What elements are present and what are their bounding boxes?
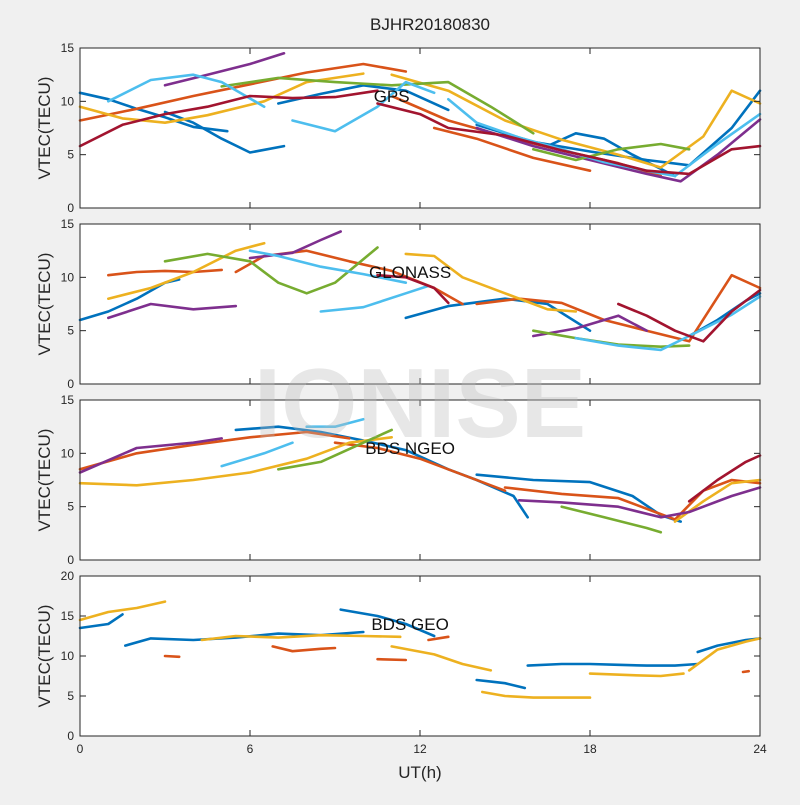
series-line (446, 97, 762, 178)
y-tick-label: 5 (67, 689, 74, 703)
series-line (291, 80, 436, 133)
series-line (248, 249, 408, 285)
y-tick-label: 10 (61, 446, 75, 460)
series-line (687, 637, 762, 672)
panel-gps: 0 5 10 15 VTEC(TECU) GPS (35, 41, 762, 215)
y-tick-label: 0 (67, 201, 74, 215)
series-line (588, 672, 685, 678)
series-line (107, 73, 266, 108)
y-tick-label: 15 (61, 41, 75, 55)
x-tick-label: 12 (413, 742, 427, 756)
series-line (390, 73, 762, 169)
series-line (475, 273, 762, 343)
y-axis-label: VTEC(TECU) (35, 253, 54, 356)
series-line (78, 613, 124, 630)
y-axis-label: VTEC(TECU) (35, 429, 54, 532)
series-line (574, 295, 762, 352)
y-tick-label: 15 (61, 609, 75, 623)
y-tick-label: 5 (67, 500, 74, 514)
series-line (78, 89, 379, 148)
series-line (480, 690, 592, 699)
panel-label: GLONASS (369, 263, 451, 282)
watermark-text: IONISE (254, 348, 586, 458)
series-line (376, 273, 450, 305)
y-tick-label: 10 (61, 649, 75, 663)
series-line (517, 486, 762, 519)
panel-bds-geo: 0 5 10 15 20 0 6 12 18 24 VTEC(TECU) BDS GEO (35, 569, 767, 756)
y-tick-label: 5 (67, 148, 74, 162)
series-line (546, 132, 677, 178)
series-line (475, 118, 762, 183)
series-line (78, 72, 365, 124)
series-line (390, 645, 493, 672)
plot-area (80, 224, 760, 384)
series-line (107, 241, 266, 301)
panel-label: BDS GEO (371, 615, 448, 634)
series-line (107, 268, 223, 277)
series-line (531, 314, 649, 338)
series-line (163, 246, 379, 295)
series-line (427, 635, 450, 642)
x-tick-label: 24 (753, 742, 767, 756)
x-tick-label: 6 (247, 742, 254, 756)
series-line (376, 102, 762, 176)
series-line (107, 302, 238, 320)
panel-label: BDS NGEO (365, 439, 455, 458)
series-line (305, 417, 365, 429)
series-line (526, 662, 700, 667)
series-line (220, 76, 535, 135)
x-tick-label: 18 (583, 742, 597, 756)
x-axis-label: UT(h) (398, 763, 441, 782)
series-line (687, 454, 762, 503)
y-tick-label: 20 (61, 569, 75, 583)
series-line (531, 142, 691, 162)
series-line (163, 654, 181, 659)
series-line (200, 633, 402, 642)
y-tick-label: 15 (61, 217, 75, 231)
y-axis-label: VTEC(TECU) (35, 77, 54, 180)
series-line (741, 669, 751, 674)
plot-area (80, 48, 760, 208)
series-line (276, 428, 394, 471)
series-line (78, 600, 167, 622)
y-tick-label: 0 (67, 729, 74, 743)
series-line (376, 657, 408, 662)
series-line (404, 297, 592, 333)
series-line (271, 645, 337, 653)
y-axis-label: VTEC(TECU) (35, 605, 54, 708)
series-line (432, 126, 592, 172)
series-line (78, 91, 229, 133)
series-line (475, 678, 527, 690)
series-line (616, 288, 762, 343)
series-line (560, 505, 663, 534)
series-line (163, 51, 286, 87)
y-tick-label: 5 (67, 324, 74, 338)
series-line (78, 430, 351, 471)
panel-bds-ngeo: 0 5 10 15 VTEC(TECU) BDS NGEO (35, 393, 762, 567)
series-line (404, 252, 578, 313)
series-line (220, 441, 294, 468)
panel-label: GPS (374, 87, 410, 106)
y-tick-label: 0 (67, 377, 74, 391)
panel-glonass: 0 5 10 15 VTEC(TECU) GLONASS (35, 217, 762, 391)
panels: 0 5 10 15 VTEC(TECU) GPS 0 5 10 15 VTEC(TECU) GLONA… (35, 41, 767, 756)
plot-area (80, 576, 760, 736)
series-line (78, 435, 394, 487)
y-tick-label: 15 (61, 393, 75, 407)
y-tick-label: 10 (61, 94, 75, 108)
y-tick-label: 0 (67, 553, 74, 567)
series-line (333, 441, 507, 493)
series-line (319, 284, 430, 313)
y-tick-label: 10 (61, 270, 75, 284)
x-tick-label: 0 (77, 742, 84, 756)
series-line (78, 437, 223, 474)
series-line (78, 62, 408, 122)
series-line (339, 608, 436, 638)
chart-title: BJHR20180830 (370, 15, 490, 34)
